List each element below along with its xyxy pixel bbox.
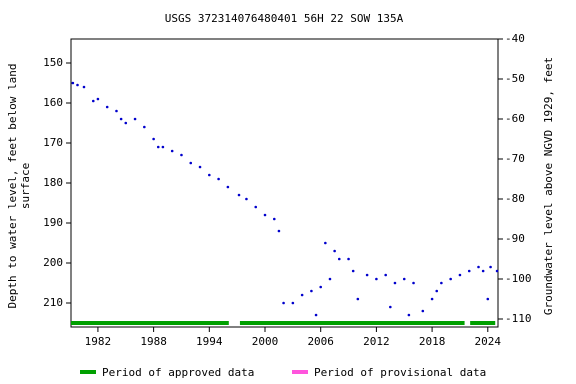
x-tick-label: 2000 <box>252 335 279 348</box>
x-tick-label: 2012 <box>363 335 390 348</box>
data-point <box>189 161 193 165</box>
data-point <box>208 173 211 177</box>
x-tick-label: 2006 <box>307 335 334 348</box>
chart-title: USGS 372314076480401 56H 22 SOW 135A <box>165 12 404 25</box>
data-point <box>156 145 160 149</box>
data-point <box>324 241 327 245</box>
y-axis-label: Depth to water level, feet below land <box>6 63 19 308</box>
data-point <box>254 205 258 209</box>
approved-period <box>470 321 496 325</box>
y-tick-label: 180 <box>43 176 63 189</box>
x-tick-label: 1982 <box>85 335 112 348</box>
y-tick-label: 200 <box>43 256 63 269</box>
x-tick-label: 1994 <box>196 335 223 348</box>
data-point <box>449 277 452 281</box>
data-point <box>180 153 183 157</box>
data-point <box>458 273 462 277</box>
data-point <box>337 257 341 261</box>
data-point <box>440 281 443 285</box>
data-point <box>421 309 425 313</box>
data-point <box>486 297 490 301</box>
data-point <box>356 297 360 301</box>
data-point <box>347 257 350 261</box>
data-point <box>365 273 369 277</box>
data-point <box>477 265 480 269</box>
data-point <box>328 277 332 281</box>
data-point <box>319 285 323 289</box>
y2-tick-label: -50 <box>505 72 525 85</box>
data-point <box>375 277 378 281</box>
x-tick-label: 1988 <box>140 335 167 348</box>
approved-period <box>239 321 465 325</box>
data-point <box>481 269 485 273</box>
y2-tick-label: -110 <box>505 312 532 325</box>
data-point <box>263 213 267 217</box>
data-point <box>198 165 202 169</box>
y2-tick-label: -100 <box>505 272 532 285</box>
data-point <box>119 117 123 121</box>
data-point <box>82 85 86 89</box>
data-point <box>393 281 397 285</box>
data-point <box>333 249 336 253</box>
data-point <box>133 117 137 121</box>
y-tick-label: 170 <box>43 136 63 149</box>
y2-tick-label: -60 <box>505 112 525 125</box>
y2-tick-label: -70 <box>505 152 525 165</box>
legend-label: Period of provisional data <box>314 366 486 379</box>
data-point <box>282 301 285 305</box>
plot-frame <box>70 38 499 328</box>
data-point <box>407 313 411 317</box>
data-point <box>124 121 128 125</box>
y2-axis-label: Groundwater level above NGVD 1929, feet <box>542 57 555 315</box>
data-point <box>96 97 100 101</box>
legend-swatch <box>80 370 96 374</box>
y-axis-label: surface <box>19 163 32 209</box>
data-point <box>91 99 95 103</box>
data-point <box>115 109 118 113</box>
y-tick-label: 160 <box>43 96 63 109</box>
data-point <box>152 137 155 141</box>
data-point <box>226 185 230 189</box>
y-tick-label: 210 <box>43 296 63 309</box>
legend-swatch <box>292 370 308 374</box>
data-point <box>245 197 248 201</box>
data-point <box>351 269 355 273</box>
data-point <box>217 177 220 181</box>
data-point <box>105 105 109 109</box>
y2-tick-label: -80 <box>505 192 525 205</box>
data-point <box>489 265 492 269</box>
data-point <box>467 269 471 273</box>
data-point <box>170 149 174 153</box>
data-point <box>389 305 392 309</box>
data-point <box>402 277 406 281</box>
legend-label: Period of approved data <box>102 366 254 379</box>
y2-tick-label: -90 <box>505 232 525 245</box>
data-point <box>314 313 318 317</box>
data-point <box>237 193 241 197</box>
y-tick-label: 150 <box>43 56 63 69</box>
data-point <box>76 83 79 87</box>
y2-tick-label: -40 <box>505 32 525 45</box>
x-tick-label: 2024 <box>475 335 502 348</box>
data-point <box>291 301 295 305</box>
data-point <box>277 229 281 233</box>
data-point <box>272 217 276 221</box>
data-point <box>430 297 434 301</box>
x-tick-label: 2018 <box>419 335 446 348</box>
data-point <box>412 281 415 285</box>
data-point <box>71 81 75 85</box>
data-point <box>300 293 304 297</box>
data-point <box>435 289 439 293</box>
y-tick-label: 190 <box>43 216 63 229</box>
data-point <box>310 289 313 293</box>
data-point <box>495 269 499 273</box>
data-point <box>384 273 387 277</box>
data-point <box>143 125 146 129</box>
data-point <box>161 145 165 149</box>
approved-period <box>71 321 229 325</box>
